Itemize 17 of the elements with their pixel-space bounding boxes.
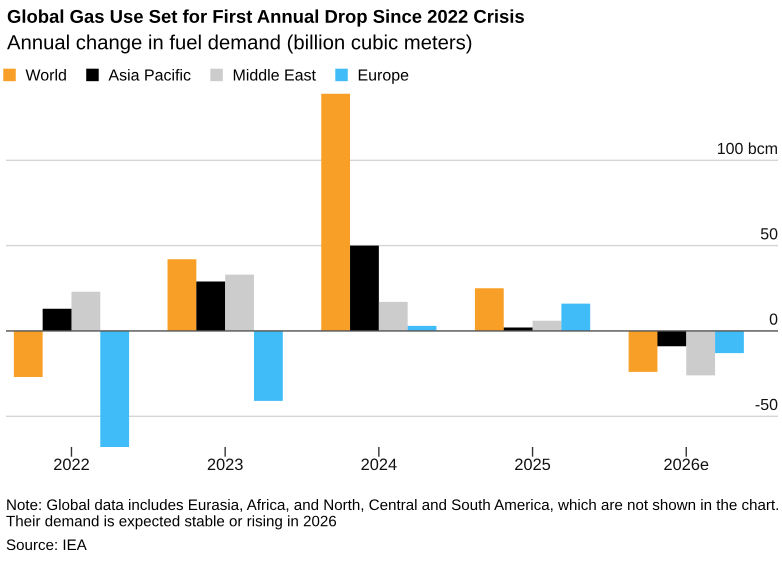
legend-label: World xyxy=(26,68,66,81)
y-tick-label: -50 xyxy=(756,398,778,410)
legend-label: Asia Pacific xyxy=(108,68,191,81)
legend-label: Middle East xyxy=(234,68,316,81)
x-tick-label: 2024 xyxy=(361,458,397,470)
x-tick-label: 2023 xyxy=(208,458,243,470)
chart-title: Global Gas Use Set for First Annual Drop Since 2022 Crisis xyxy=(8,9,524,27)
x-tick-label: 2026e xyxy=(664,458,708,470)
y-tick-label: 100 bcm xyxy=(718,142,777,154)
source-note: Source: IEA xyxy=(6,539,87,550)
chart-subtitle: Annual change in fuel demand (billion cubic meters) xyxy=(7,34,472,54)
legend-label: Europe xyxy=(358,70,408,84)
text: Note: Global data includes Eurasia, Africa, and North, Central and South America, which are not shown in the chart. Their demand is expected stable or rising in 2026 xyxy=(6,499,778,530)
x-tick-label: 2025 xyxy=(515,458,550,470)
y-tick-label: 0 xyxy=(770,313,778,325)
x-tick-label: 2022 xyxy=(54,458,89,470)
y-tick-label: 50 xyxy=(760,228,778,240)
